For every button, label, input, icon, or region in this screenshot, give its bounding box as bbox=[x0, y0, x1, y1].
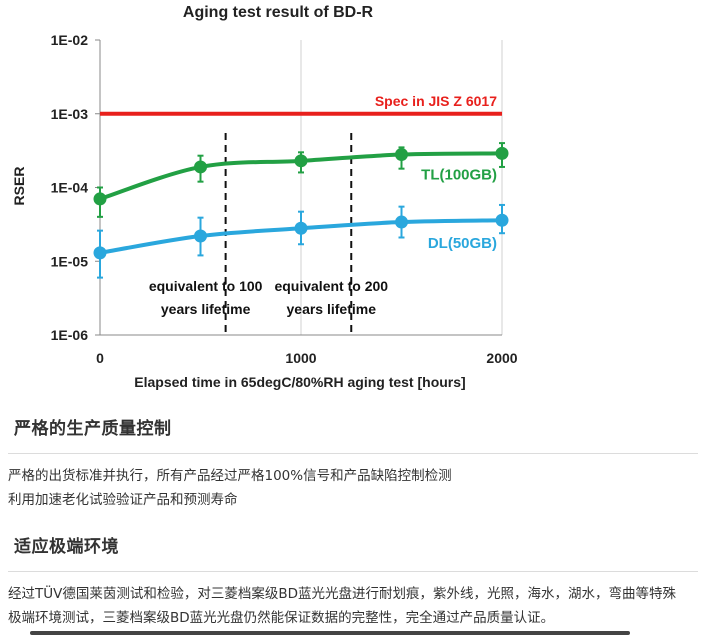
lifetime-annotation-text: years lifetime bbox=[161, 301, 251, 317]
x-tick-label: 0 bbox=[96, 350, 104, 366]
x-axis-label: Elapsed time in 65degC/80%RH aging test … bbox=[134, 374, 465, 390]
section-text-line: 极端环境测试，三菱档案级BD蓝光光盘仍然能保证数据的完整性，完全通过产品质量认证… bbox=[8, 610, 555, 626]
data-point bbox=[294, 154, 308, 168]
data-point bbox=[395, 215, 408, 229]
section-divider bbox=[8, 453, 698, 454]
data-point bbox=[395, 148, 408, 162]
section-text-line: 利用加速老化试验验证产品和预测寿命 bbox=[8, 492, 238, 508]
data-point bbox=[93, 246, 107, 260]
y-tick-label: 1E-05 bbox=[51, 253, 89, 269]
section-divider bbox=[8, 571, 698, 572]
y-tick-label: 1E-03 bbox=[51, 106, 89, 122]
x-tick-label: 2000 bbox=[486, 350, 517, 366]
y-tick-label: 1E-04 bbox=[51, 180, 89, 196]
lifetime-annotation-text: equivalent to 100 bbox=[149, 278, 263, 294]
data-point bbox=[294, 221, 308, 235]
lifetime-annotation-text: equivalent to 200 bbox=[274, 278, 388, 294]
data-point bbox=[495, 213, 509, 227]
series-label: TL(100GB) bbox=[421, 166, 497, 183]
section-title-extreme-environment: 适应极端环境 bbox=[14, 537, 119, 557]
data-point bbox=[495, 146, 509, 160]
y-tick-label: 1E-02 bbox=[51, 32, 89, 48]
series-label: DL(50GB) bbox=[428, 235, 497, 252]
data-point bbox=[93, 192, 107, 206]
x-tick-label: 1000 bbox=[285, 350, 316, 366]
data-point bbox=[194, 160, 207, 174]
aging-test-chart: Aging test result of BD-R RSER 1E-02 1E-0… bbox=[11, 4, 518, 390]
lifetime-annotation-text: years lifetime bbox=[287, 301, 377, 317]
section-text-line: 经过TÜV德国莱茵测试和检验，对三菱档案级BD蓝光光盘进行耐划痕，紫外线，光照，… bbox=[8, 586, 677, 602]
section-title-quality-control: 严格的生产质量控制 bbox=[14, 419, 172, 439]
y-axis-label: RSER bbox=[11, 167, 27, 206]
section-text-line: 严格的出货标准并执行，所有产品经过严格100%信号和产品缺陷控制检测 bbox=[8, 468, 452, 484]
chart-title: Aging test result of BD-R bbox=[183, 4, 374, 21]
spec-line-label: Spec in JIS Z 6017 bbox=[375, 93, 497, 109]
data-point bbox=[194, 229, 207, 243]
y-tick-label: 1E-06 bbox=[51, 327, 89, 343]
bottom-scroll-bar bbox=[30, 631, 630, 635]
